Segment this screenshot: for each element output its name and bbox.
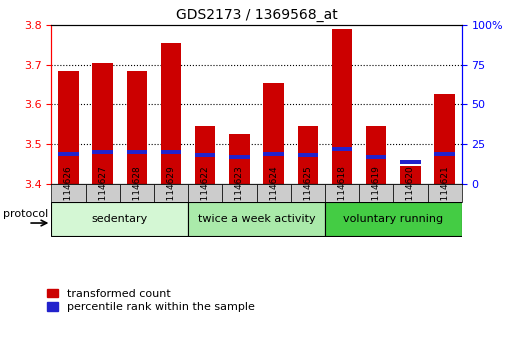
FancyBboxPatch shape [154,184,188,202]
Text: GSM114620: GSM114620 [406,166,415,220]
FancyBboxPatch shape [359,184,393,202]
Text: sedentary: sedentary [92,215,148,224]
Legend: transformed count, percentile rank within the sample: transformed count, percentile rank withi… [47,289,254,312]
Bar [435,95,455,184]
Bar [92,63,113,184]
Text: GSM114625: GSM114625 [303,166,312,220]
FancyBboxPatch shape [120,184,154,202]
Text: protocol: protocol [3,209,48,219]
Title: GDS2173 / 1369568_at: GDS2173 / 1369568_at [175,8,338,22]
FancyBboxPatch shape [188,202,325,236]
FancyBboxPatch shape [188,184,222,202]
FancyBboxPatch shape [325,202,462,236]
Bar [161,43,181,184]
Bar [92,150,113,154]
FancyBboxPatch shape [325,184,359,202]
Bar [263,152,284,156]
Bar [195,153,215,158]
Bar [195,126,215,184]
Text: GSM114619: GSM114619 [372,165,381,221]
Bar [229,155,250,159]
Bar [366,155,386,159]
Bar [58,70,78,184]
Text: GSM114621: GSM114621 [440,166,449,220]
Bar [58,152,78,156]
Text: GSM114622: GSM114622 [201,166,210,220]
Bar [127,150,147,154]
Bar [435,152,455,156]
Bar [400,160,421,164]
Bar [263,82,284,184]
Text: voluntary running: voluntary running [343,215,443,224]
Bar [400,166,421,184]
FancyBboxPatch shape [51,202,188,236]
Text: GSM114626: GSM114626 [64,166,73,220]
Bar [229,134,250,184]
Text: GSM114623: GSM114623 [235,166,244,220]
Bar [127,70,147,184]
FancyBboxPatch shape [86,184,120,202]
Bar [366,126,386,184]
Bar [332,147,352,151]
FancyBboxPatch shape [393,184,427,202]
Bar [298,153,318,156]
FancyBboxPatch shape [291,184,325,202]
FancyBboxPatch shape [222,184,256,202]
FancyBboxPatch shape [51,184,86,202]
Text: GSM114624: GSM114624 [269,166,278,220]
Text: GSM114628: GSM114628 [132,166,141,220]
Text: GSM114629: GSM114629 [167,166,175,220]
Text: twice a week activity: twice a week activity [198,215,315,224]
FancyBboxPatch shape [427,184,462,202]
Text: GSM114627: GSM114627 [98,166,107,220]
Bar [332,29,352,184]
FancyBboxPatch shape [256,184,291,202]
Text: GSM114618: GSM114618 [338,165,346,221]
Bar [161,150,181,154]
Bar [298,126,318,184]
